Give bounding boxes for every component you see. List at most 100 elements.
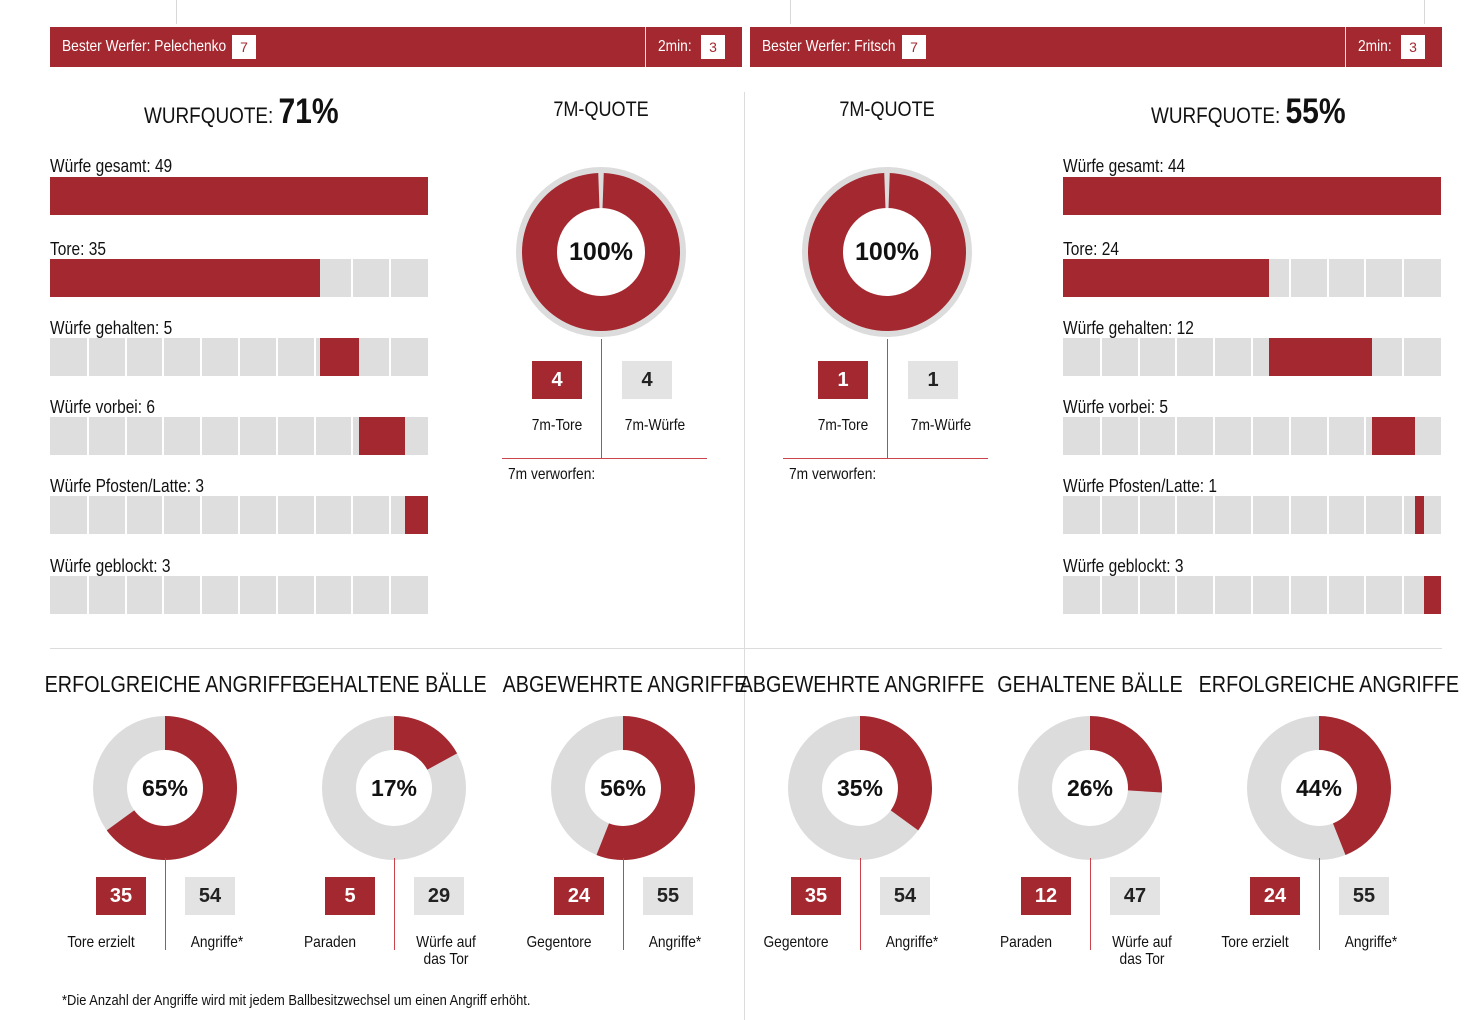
- donut-hole: [356, 750, 432, 826]
- donut-chart-svg: [322, 716, 466, 860]
- donut-percent: 35%: [836, 775, 884, 801]
- bar-gridline: [1175, 576, 1178, 614]
- donut-stem: [1319, 858, 1320, 950]
- bar-gridline: [313, 576, 316, 614]
- bar-gridline: [1137, 496, 1140, 534]
- bar-gridline: [1326, 259, 1329, 297]
- banner-separator: [645, 27, 646, 67]
- donut-caption-b-text: Würfe auf das Tor: [1112, 934, 1172, 968]
- donut-value-arc: [860, 716, 932, 831]
- donut-chart: 17%: [322, 716, 466, 860]
- bar-track: [1063, 259, 1441, 297]
- bar-gridline: [1402, 259, 1405, 297]
- bar-gridline: [1099, 576, 1102, 614]
- seven-meter-made-caption-text: 7m-Tore: [531, 417, 583, 434]
- bar-gridline: [389, 576, 392, 614]
- bar-gridline: [86, 496, 89, 534]
- bar-gridline: [1175, 338, 1178, 376]
- seven-meter-made-caption: 7m-Tore: [497, 417, 617, 434]
- bar-gridline: [1402, 576, 1405, 614]
- bar-fill: [50, 177, 428, 215]
- seven-meter-attempts-caption-text: 7m-Würfe: [624, 417, 686, 434]
- donut-hole: [557, 208, 645, 296]
- donut-value-b: 54: [880, 877, 930, 915]
- donut-value-a: 35: [96, 877, 146, 915]
- bar-label-text: Würfe gehalten: 5: [50, 318, 173, 338]
- center-divider: [744, 92, 745, 1020]
- bar-gridline: [1364, 417, 1367, 455]
- shot-quote-value: 55%: [1285, 92, 1346, 131]
- section-divider: [50, 648, 1442, 649]
- bar-gridline: [1251, 496, 1253, 534]
- donut-value-b: 55: [1339, 877, 1389, 915]
- bar-fill: [404, 496, 428, 534]
- bar-track: [50, 259, 428, 297]
- bar-label: Tore: 24: [1063, 239, 1128, 259]
- donut-caption-a: Paraden: [268, 934, 392, 951]
- bar-gridline: [1288, 259, 1291, 297]
- bar-track: [50, 338, 428, 376]
- bar-gridline: [200, 338, 203, 376]
- bar-gridline: [389, 338, 392, 376]
- donut-value-b: 47: [1110, 877, 1160, 915]
- seven-meter-baseline: [502, 458, 707, 459]
- bar-gridline: [351, 496, 354, 534]
- donut-panel-title: ERFOLGREICHE ANGRIFFE: [1179, 671, 1459, 698]
- two-min-label: 2min:: [1358, 38, 1392, 55]
- bar-track: [1063, 177, 1441, 215]
- bar-gridline: [313, 338, 316, 376]
- bar-gridline: [200, 576, 203, 614]
- bar-gridline: [275, 417, 278, 455]
- donut-stem: [860, 858, 861, 950]
- donut-hole: [843, 208, 931, 296]
- donut-panel-title-text: ERFOLGREICHE ANGRIFFE: [44, 671, 306, 697]
- footnote-text: *Die Anzahl der Angriffe wird mit jedem …: [62, 992, 531, 1009]
- seven-meter-title: 7M-QUOTE: [787, 98, 987, 122]
- bar-label-text: Würfe gesamt: 44: [1063, 156, 1186, 176]
- bar-gridline: [1137, 576, 1140, 614]
- best-scorer-value: 7: [232, 35, 256, 59]
- bar-fill: [1372, 417, 1416, 455]
- donut-caption-a-text: Tore erzielt: [1221, 934, 1289, 951]
- donut-value-a: 5: [325, 877, 375, 915]
- donut-panel-title-text: GEHALTENE BÄLLE: [997, 671, 1183, 697]
- seven-meter-donut-svg: [802, 167, 972, 337]
- bar-gridline: [238, 338, 240, 376]
- seven-meter-attempts-caption: 7m-Würfe: [881, 417, 1001, 434]
- bar-gridline: [1326, 496, 1329, 534]
- best-scorer-label: Bester Werfer: Pelechenko: [62, 38, 227, 55]
- banner-right: Bester Werfer: Fritsch 7 2min: 3: [750, 27, 1442, 67]
- bar-gridline: [1175, 496, 1178, 534]
- donut-percent: 26%: [1066, 775, 1114, 801]
- donut-hole: [127, 750, 203, 826]
- bar-gridline: [1288, 417, 1291, 455]
- bar-fill: [1063, 259, 1270, 297]
- bar-gridline: [1251, 576, 1253, 614]
- donut-caption-b-text: Würfe auf das Tor: [416, 934, 476, 968]
- bar-gridline: [1213, 417, 1216, 455]
- seven-meter-stem: [887, 339, 888, 459]
- top-rule: [790, 0, 791, 24]
- bar-label: Würfe gesamt: 44: [1063, 156, 1205, 176]
- donut-stem: [165, 858, 166, 950]
- footnote: *Die Anzahl der Angriffe wird mit jedem …: [62, 992, 607, 1009]
- donut-caption-a-text: Paraden: [303, 934, 357, 951]
- donut-value-b: 55: [643, 877, 693, 915]
- donut-value-a: 24: [554, 877, 604, 915]
- shot-quote-title: WURFQUOTE:: [1151, 103, 1281, 128]
- bar-gridline: [1364, 496, 1367, 534]
- bar-gridline: [1402, 496, 1405, 534]
- donut-value-a: 12: [1021, 877, 1071, 915]
- bar-fill: [1423, 576, 1441, 614]
- bar-fill: [1269, 338, 1373, 376]
- bar-gridline: [1326, 576, 1329, 614]
- best-scorer-value: 7: [902, 35, 926, 59]
- bar-label: Würfe geblockt: 3: [50, 556, 190, 576]
- bar-track: [50, 417, 428, 455]
- donut-panel-title: ABGEWEHRTE ANGRIFFE: [483, 671, 763, 698]
- donut-caption-a-text: Tore erzielt: [67, 934, 135, 951]
- donut-percent: 17%: [370, 775, 418, 801]
- seven-meter-missed-text: 7m verworfen:: [789, 466, 877, 483]
- donut-panel-title: GEHALTENE BÄLLE: [950, 671, 1230, 698]
- donut-panel-title-text: ERFOLGREICHE ANGRIFFE: [1198, 671, 1460, 697]
